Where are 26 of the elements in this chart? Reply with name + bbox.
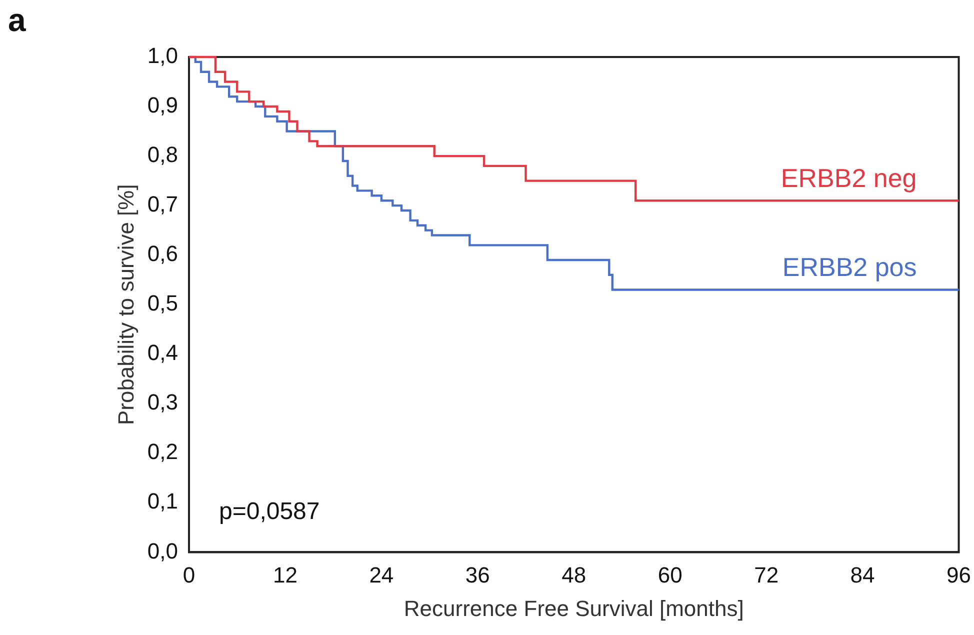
y-tick-label: 0,0 — [147, 538, 178, 564]
y-tick-label: 0,1 — [147, 488, 178, 514]
y-tick-label: 0,3 — [147, 390, 178, 415]
y-tick-label: 0,9 — [147, 92, 178, 118]
x-tick-label: 96 — [946, 562, 972, 588]
annotation: p=0,0587 — [218, 498, 320, 525]
y-tick-label: 0,7 — [147, 192, 178, 217]
x-axis-title: Recurrence Free Survival [months] — [404, 596, 744, 621]
x-tick-label: 84 — [850, 562, 875, 588]
x-tick-label: 60 — [658, 562, 682, 588]
y-tick-label: 0,4 — [147, 340, 178, 366]
text: a — [8, 2, 26, 38]
x-tick-label: 48 — [562, 562, 586, 588]
y-tick-label: 0,8 — [147, 142, 178, 168]
x-tick-label: 24 — [369, 562, 394, 588]
series-label: ERBB2 pos — [782, 252, 917, 282]
series-label: ERBB2 neg — [780, 162, 917, 193]
x-tick-label: 72 — [754, 562, 779, 588]
y-tick-label: 0,5 — [147, 290, 178, 316]
y-tick-label: 0,6 — [147, 241, 178, 266]
y-tick-label: 0,2 — [147, 439, 178, 464]
x-tick-label: 36 — [465, 562, 490, 588]
x-tick-label: 12 — [272, 562, 298, 588]
y-axis-title: Probability to survive [%] — [113, 184, 138, 426]
y-tick-label: 1,0 — [147, 43, 178, 68]
x-tick-label: 0 — [182, 562, 196, 588]
